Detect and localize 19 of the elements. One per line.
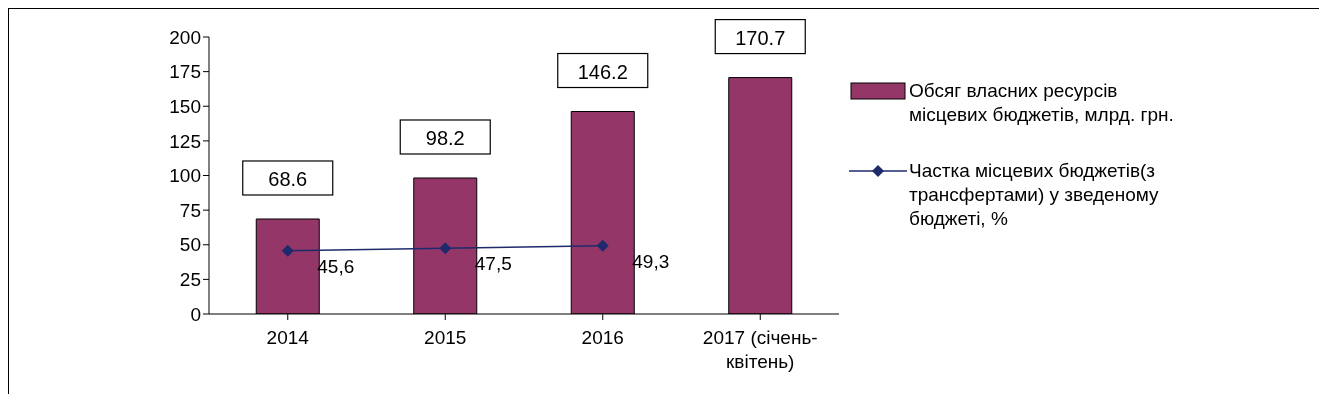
data-label: 146.2 — [577, 60, 628, 83]
y-tick-label: 50 — [179, 234, 201, 256]
y-tick-label: 25 — [179, 269, 201, 291]
y-tick-label: 125 — [169, 130, 201, 152]
y-tick-label: 75 — [179, 199, 201, 221]
legend-label: Частка місцевих бюджетів(з трансфертами) у зведеному бюджеті, % — [909, 159, 1160, 231]
x-tick-label: 2015 — [424, 327, 467, 348]
y-tick-label: 0 — [190, 303, 201, 325]
y-tick-label: 100 — [169, 165, 201, 187]
legend-label: Обсяг власних ресурсів місцевих бюджетів, млрд. грн. — [909, 79, 1175, 127]
data-label: 68.6 — [268, 167, 308, 190]
y-tick-label: 150 — [169, 96, 201, 117]
x-tick-label: 2014 — [266, 327, 310, 348]
y-tick-label: 175 — [169, 61, 201, 83]
x-tick-label: 2017 (січень-квітень) — [702, 327, 818, 372]
data-label: 170.7 — [735, 26, 786, 49]
y-tick-label: 200 — [169, 26, 201, 48]
data-label: 98.2 — [425, 126, 465, 149]
x-tick-label: 2016 — [581, 327, 624, 348]
